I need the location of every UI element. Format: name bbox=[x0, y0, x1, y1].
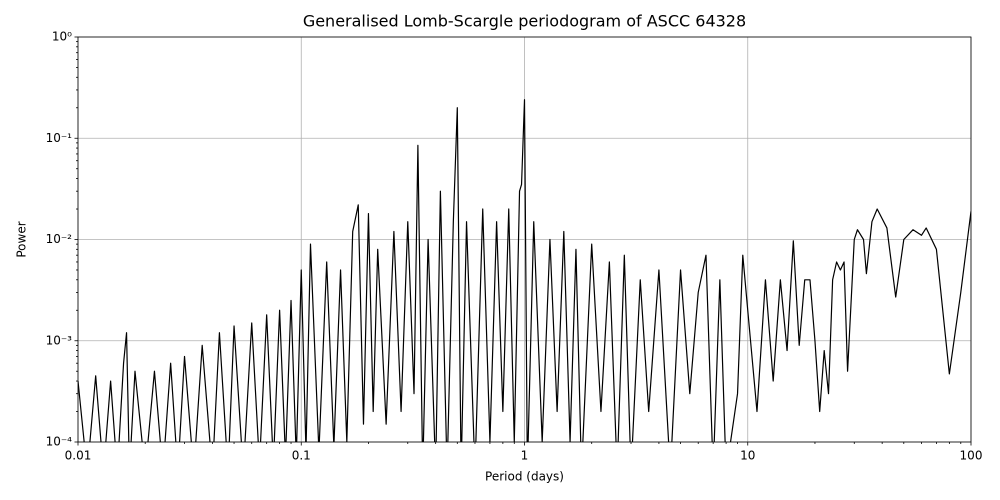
y-tick-label: 10⁻⁴ bbox=[46, 435, 73, 449]
x-tick-label: 100 bbox=[960, 449, 983, 463]
y-tick-label: 10⁰ bbox=[52, 30, 72, 44]
x-axis-label: Period (days) bbox=[485, 470, 564, 484]
x-tick-label: 10 bbox=[740, 449, 755, 463]
chart-title: Generalised Lomb-Scargle periodogram of … bbox=[303, 12, 746, 31]
x-tick-label: 0.1 bbox=[292, 449, 311, 463]
x-tick-label: 0.01 bbox=[65, 449, 92, 463]
y-axis-label: Power bbox=[15, 221, 29, 257]
y-tick-label: 10⁻³ bbox=[46, 333, 73, 347]
x-tick-label: 1 bbox=[521, 449, 529, 463]
periodogram-line bbox=[78, 99, 971, 442]
plot-frame bbox=[77, 36, 972, 443]
y-tick-label: 10⁻¹ bbox=[46, 131, 73, 145]
y-tick-label: 10⁻² bbox=[46, 232, 73, 246]
